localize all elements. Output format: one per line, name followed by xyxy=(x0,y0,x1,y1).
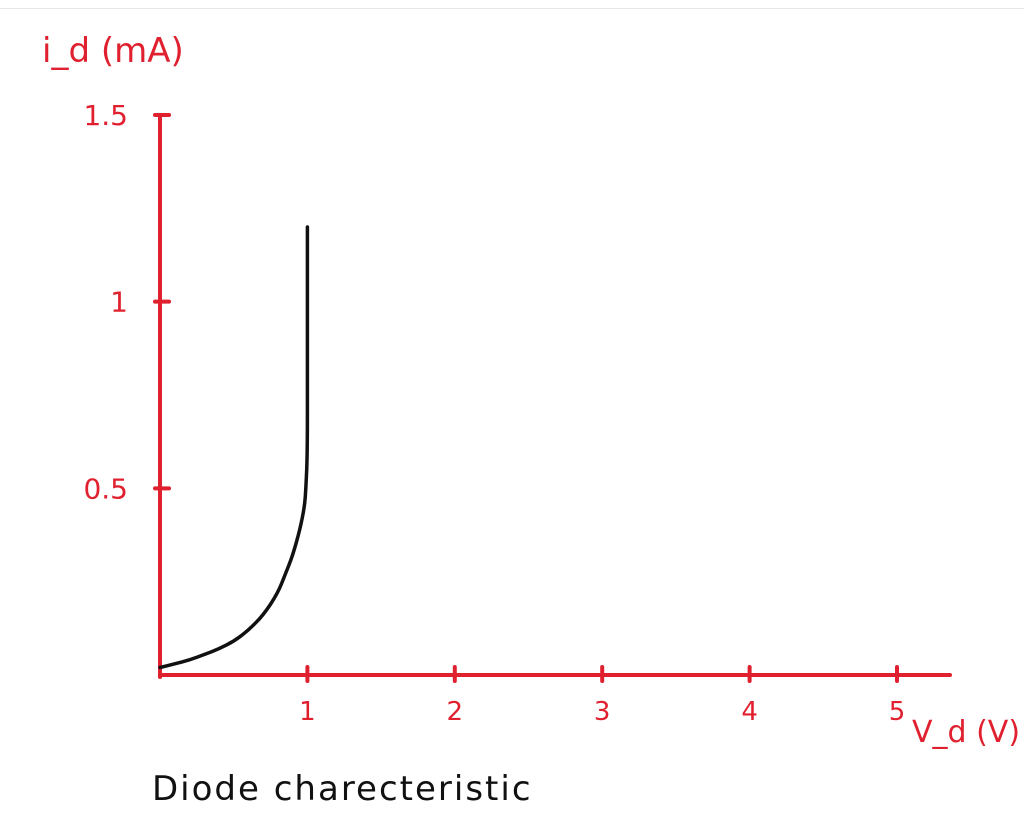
data-point xyxy=(291,554,294,557)
data-point xyxy=(159,666,161,669)
x-tick-label: 3 xyxy=(594,697,611,727)
diode-curve xyxy=(158,225,310,670)
data-point xyxy=(277,592,279,594)
data-point xyxy=(284,573,287,575)
data-point xyxy=(306,244,309,247)
y-ticks: 0.5 1 1.5 xyxy=(83,99,171,505)
y-tick-label: 0.5 xyxy=(83,472,128,505)
x-tick-label: 4 xyxy=(741,697,758,727)
y-axis-label: i_d (mA) xyxy=(42,31,184,71)
data-point xyxy=(218,648,220,650)
x-axis-label: V_d (V) xyxy=(912,715,1020,750)
data-point xyxy=(203,653,206,656)
x-tick-label: 5 xyxy=(889,697,906,727)
x-tick-label: 2 xyxy=(447,697,464,727)
data-point xyxy=(299,528,301,531)
x-ticks: 1 2 3 4 5 xyxy=(299,665,906,727)
axes xyxy=(158,115,952,679)
data-point xyxy=(306,450,309,452)
data-point xyxy=(306,375,309,378)
x-tick-label: 1 xyxy=(299,697,316,727)
data-point xyxy=(303,506,306,508)
data-point xyxy=(188,659,191,661)
top-border-line xyxy=(0,8,1024,9)
data-point xyxy=(306,300,309,303)
y-tick-label: 1.5 xyxy=(83,99,128,132)
data-point xyxy=(247,629,250,631)
curve-layer xyxy=(158,225,310,670)
data-point xyxy=(262,614,264,617)
chart-title: Diode charecteristic xyxy=(152,769,533,809)
data-point xyxy=(232,640,235,643)
data-point xyxy=(306,226,309,228)
data-point xyxy=(305,487,307,490)
data-point xyxy=(173,663,176,665)
y-tick-label: 1 xyxy=(110,286,128,319)
